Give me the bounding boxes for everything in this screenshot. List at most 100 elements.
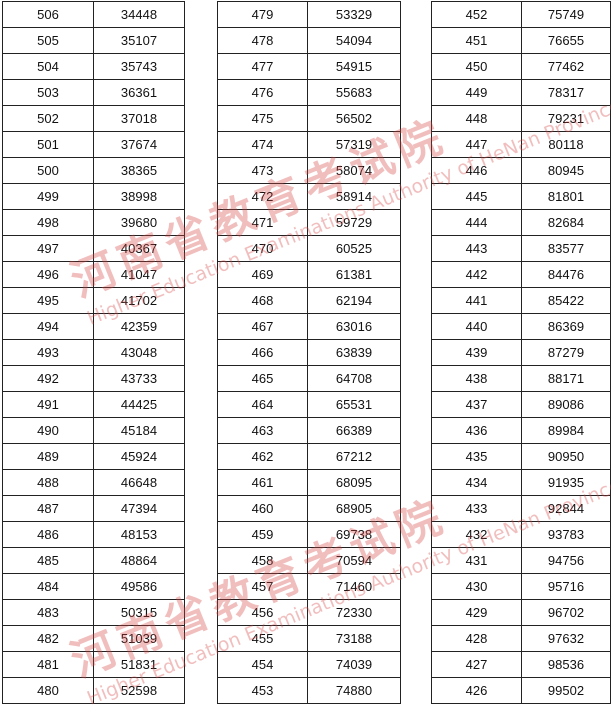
row: 454 74039 — [217, 651, 401, 678]
row: 466 63839 — [217, 339, 401, 366]
row: 504 35743 — [2, 53, 185, 80]
score-cell: 426 — [431, 677, 522, 704]
row: 436 89984 — [431, 417, 611, 444]
score-cell: 496 — [2, 261, 94, 288]
score-cell: 445 — [431, 183, 522, 210]
count-cell: 51039 — [93, 625, 185, 652]
score-cell: 431 — [431, 547, 522, 574]
score-cell: 486 — [2, 521, 94, 548]
score-cell: 469 — [217, 261, 308, 288]
row: 470 60525 — [217, 235, 401, 262]
row: 503 36361 — [2, 79, 185, 106]
row: 473 58074 — [217, 157, 401, 184]
row: 501 37674 — [2, 131, 185, 158]
count-cell: 48153 — [93, 521, 185, 548]
row: 433 92844 — [431, 495, 611, 522]
score-cell: 492 — [2, 365, 94, 392]
score-cell: 501 — [2, 131, 94, 158]
score-cell: 498 — [2, 209, 94, 236]
row: 480 52598 — [2, 677, 185, 704]
score-cell: 502 — [2, 105, 94, 132]
count-cell: 58074 — [307, 157, 401, 184]
count-cell: 54915 — [307, 53, 401, 80]
score-cell: 441 — [431, 287, 522, 314]
count-cell: 76655 — [521, 27, 611, 54]
row: 485 48864 — [2, 547, 185, 574]
count-cell: 91935 — [521, 469, 611, 496]
count-cell: 43048 — [93, 339, 185, 366]
count-cell: 45184 — [93, 417, 185, 444]
score-cell: 429 — [431, 599, 522, 626]
count-cell: 89984 — [521, 417, 611, 444]
row: 502 37018 — [2, 105, 185, 132]
count-cell: 57319 — [307, 131, 401, 158]
row: 435 90950 — [431, 443, 611, 470]
row: 481 51831 — [2, 651, 185, 678]
score-cell: 438 — [431, 365, 522, 392]
count-cell: 72330 — [307, 599, 401, 626]
row: 432 93783 — [431, 521, 611, 548]
score-cell: 495 — [2, 287, 94, 314]
score-cell: 432 — [431, 521, 522, 548]
count-cell: 96702 — [521, 599, 611, 626]
count-cell: 80118 — [521, 131, 611, 158]
count-cell: 38365 — [93, 157, 185, 184]
count-cell: 58914 — [307, 183, 401, 210]
row: 463 66389 — [217, 417, 401, 444]
row: 426 99502 — [431, 677, 611, 704]
row: 493 43048 — [2, 339, 185, 366]
row: 453 74880 — [217, 677, 401, 704]
count-cell: 48864 — [93, 547, 185, 574]
score-cell: 456 — [217, 599, 308, 626]
score-cell: 444 — [431, 209, 522, 236]
score-cell: 481 — [2, 651, 94, 678]
row: 472 58914 — [217, 183, 401, 210]
row: 491 44425 — [2, 391, 185, 418]
count-cell: 37018 — [93, 105, 185, 132]
score-cell: 472 — [217, 183, 308, 210]
score-cell: 473 — [217, 157, 308, 184]
row: 440 86369 — [431, 313, 611, 340]
count-cell: 41047 — [93, 261, 185, 288]
count-cell: 81801 — [521, 183, 611, 210]
count-cell: 73188 — [307, 625, 401, 652]
score-cell: 506 — [2, 1, 94, 28]
score-cell: 443 — [431, 235, 522, 262]
count-cell: 71460 — [307, 573, 401, 600]
row: 479 53329 — [217, 1, 401, 28]
score-cell: 483 — [2, 599, 94, 626]
count-cell: 60525 — [307, 235, 401, 262]
row: 464 65531 — [217, 391, 401, 418]
count-cell: 68905 — [307, 495, 401, 522]
row: 441 85422 — [431, 287, 611, 314]
score-cell: 449 — [431, 79, 522, 106]
score-cell: 434 — [431, 469, 522, 496]
count-cell: 92844 — [521, 495, 611, 522]
score-cell: 479 — [217, 1, 308, 28]
count-cell: 85422 — [521, 287, 611, 314]
count-cell: 63839 — [307, 339, 401, 366]
count-cell: 43733 — [93, 365, 185, 392]
count-cell: 68095 — [307, 469, 401, 496]
score-cell: 442 — [431, 261, 522, 288]
score-cell: 493 — [2, 339, 94, 366]
count-cell: 53329 — [307, 1, 401, 28]
count-cell: 52598 — [93, 677, 185, 704]
score-cell: 448 — [431, 105, 522, 132]
score-cell: 490 — [2, 417, 94, 444]
row: 469 61381 — [217, 261, 401, 288]
row: 488 46648 — [2, 469, 185, 496]
count-cell: 77462 — [521, 53, 611, 80]
count-cell: 97632 — [521, 625, 611, 652]
row: 478 54094 — [217, 27, 401, 54]
count-cell: 54094 — [307, 27, 401, 54]
score-cell: 428 — [431, 625, 522, 652]
row: 438 88171 — [431, 365, 611, 392]
score-cell: 459 — [217, 521, 308, 548]
row: 427 98536 — [431, 651, 611, 678]
score-cell: 454 — [217, 651, 308, 678]
row: 486 48153 — [2, 521, 185, 548]
row: 449 78317 — [431, 79, 611, 106]
score-cell: 503 — [2, 79, 94, 106]
